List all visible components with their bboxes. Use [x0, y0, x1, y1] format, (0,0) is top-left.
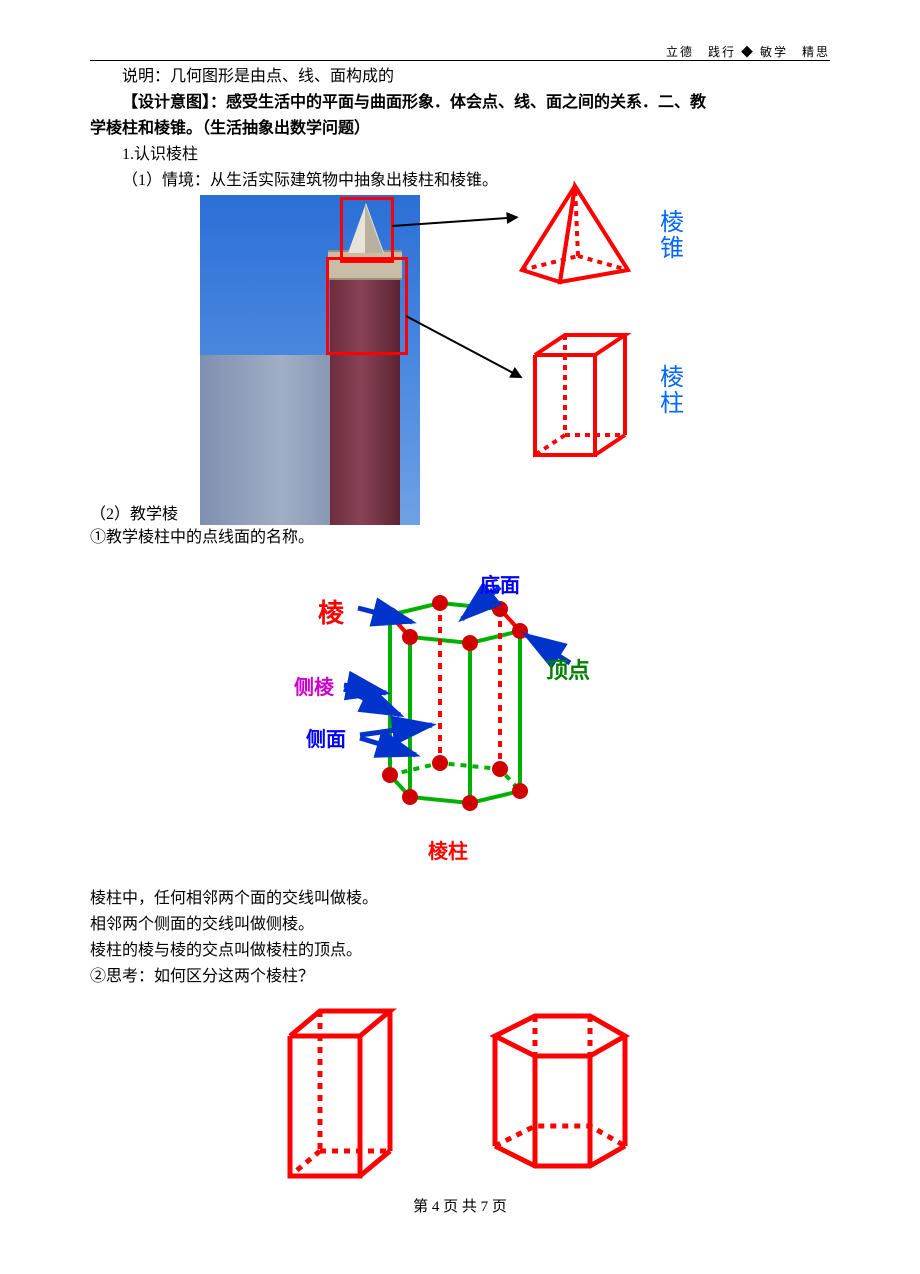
label-side-edge: 侧棱 — [294, 671, 334, 700]
paragraph-sec1: 1.认识棱柱 — [90, 143, 830, 167]
label-vertex: 顶点 — [546, 653, 590, 685]
prism-icon — [520, 325, 640, 465]
annotation-box-prism — [326, 257, 408, 355]
hex-prism-diagram — [240, 575, 660, 865]
overlay-line-1: （2）教学棱 — [90, 500, 590, 524]
overlay-line-2: ①教学棱柱中的点线面的名称。 — [90, 523, 590, 547]
paragraph-explain: 说明：几何图形是由点、线、面构成的 — [90, 65, 830, 89]
rect-prism-icon — [270, 996, 420, 1186]
label-edge: 棱 — [318, 593, 344, 630]
label-bottom-face: 底面 — [480, 569, 520, 598]
pyramid-icon — [510, 180, 640, 290]
page: 立德 践行 ◆ 敏学 精思 说明：几何图形是由点、线、面构成的 【设计意图】：感… — [0, 0, 920, 1246]
label-side-face: 侧面 — [306, 723, 346, 752]
paragraph-context: （1）情境：从生活实际建筑物中抽象出棱柱和棱锥。 — [90, 169, 830, 193]
label-prism: 棱柱 — [660, 365, 686, 418]
question-compare: ②思考：如何区分这两个棱柱？ — [90, 965, 830, 989]
annotation-box-cone — [340, 197, 394, 263]
definition-edge: 棱柱中，任何相邻两个面的交线叫做棱。 — [90, 887, 830, 911]
figure-prism-anatomy: 棱 底面 侧棱 顶点 侧面 棱柱 — [240, 575, 660, 885]
definition-vertex: 棱柱的棱与棱的交点叫做棱柱的顶点。 — [90, 939, 830, 963]
figure-two-prisms — [240, 991, 740, 1191]
hex-prism-icon — [460, 996, 650, 1186]
label-cone: 棱锥 — [660, 210, 686, 263]
paragraph-design-intent-1: 【设计意图】：感受生活中的平面与曲面形象．体会点、线、面之间的关系．二、教 — [90, 91, 830, 115]
definition-side-edge: 相邻两个侧面的交线叫做侧棱。 — [90, 913, 830, 937]
figure-building-to-shapes: 棱锥 棱柱 （2）教学棱 ①教学棱柱中的点线面的名称。 — [200, 195, 830, 575]
header-motto: 立德 践行 ◆ 敏学 精思 — [666, 43, 830, 60]
label-prism-text: 棱柱 — [660, 365, 686, 418]
paragraph-design-intent-2: 学棱柱和棱锥。（生活抽象出数学问题） — [90, 117, 830, 141]
page-footer: 第 4 页 共 7 页 — [90, 1195, 830, 1216]
figure2-caption: 棱柱 — [428, 835, 468, 864]
header-rule: 立德 践行 ◆ 敏学 精思 — [90, 60, 830, 61]
label-cone-text: 棱锥 — [660, 210, 686, 263]
arrow-to-prism — [406, 315, 522, 378]
